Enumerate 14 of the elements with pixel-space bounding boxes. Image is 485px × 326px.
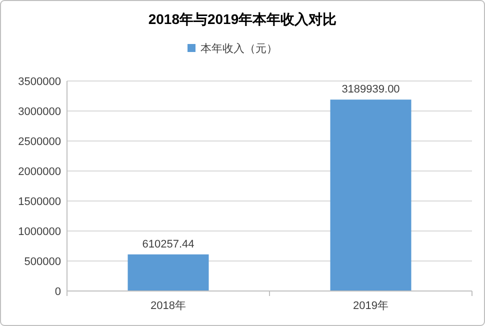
y-tick-label: 1000000 (18, 226, 61, 238)
x-tick-label: 2019年 (353, 300, 388, 312)
data-label: 610257.44 (142, 238, 194, 250)
y-tick-label: 3500000 (18, 76, 61, 88)
y-tick-label: 1500000 (18, 196, 61, 208)
y-tick-label: 0 (54, 286, 61, 298)
y-tick-label: 2500000 (18, 136, 61, 148)
x-tick-label: 2018年 (150, 300, 186, 312)
chart-title: 2018年与2019年本年收入对比 (148, 11, 337, 27)
data-label: 3189939.00 (342, 84, 400, 96)
y-tick-label: 3000000 (18, 106, 61, 118)
y-tick-label: 500000 (24, 256, 61, 268)
legend-label: 本年收入（元） (200, 42, 278, 55)
y-tick-label: 2000000 (18, 166, 61, 178)
